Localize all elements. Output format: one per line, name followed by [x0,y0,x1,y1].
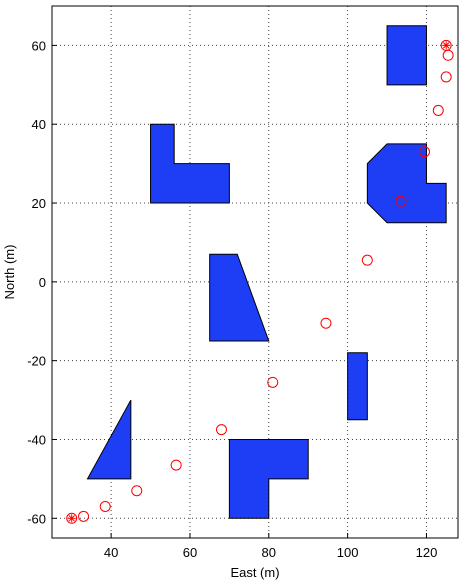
x-tick-label: 120 [416,545,438,560]
obstacle [150,123,230,204]
endpoint-marker [67,514,76,523]
y-tick-label: 60 [32,38,46,53]
path-point [66,512,78,524]
obstacle [366,143,447,224]
path-point [170,459,182,471]
path-point [99,500,111,512]
x-tick-label: 100 [337,545,359,560]
obstacle [86,399,132,480]
x-tick-label: 60 [183,545,197,560]
path-point [440,71,452,83]
path-point [418,146,430,158]
obstacle [228,438,309,519]
x-tick-label: 80 [262,545,276,560]
obstacle [386,25,427,86]
x-axis-label: East (m) [230,565,279,580]
plot-frame [51,5,459,539]
y-tick-label: 40 [32,117,46,132]
path-point [361,254,373,266]
path-point [78,510,90,522]
path-point [395,195,407,207]
y-tick-label: -40 [27,432,46,447]
endpoint-marker [442,41,451,50]
x-tick-label: 40 [104,545,118,560]
obstacle [209,253,270,342]
y-tick-label: 0 [39,275,46,290]
path-point [320,317,332,329]
path-point [215,424,227,436]
obstacle [347,352,368,421]
path-point [432,104,444,116]
y-tick-label: -20 [27,354,46,369]
path-point [131,485,143,497]
y-tick-label: 20 [32,196,46,211]
y-axis-label: North (m) [2,245,17,300]
y-tick-label: -60 [27,511,46,526]
path-point [440,39,452,51]
path-point [442,49,454,61]
path-point [267,376,279,388]
